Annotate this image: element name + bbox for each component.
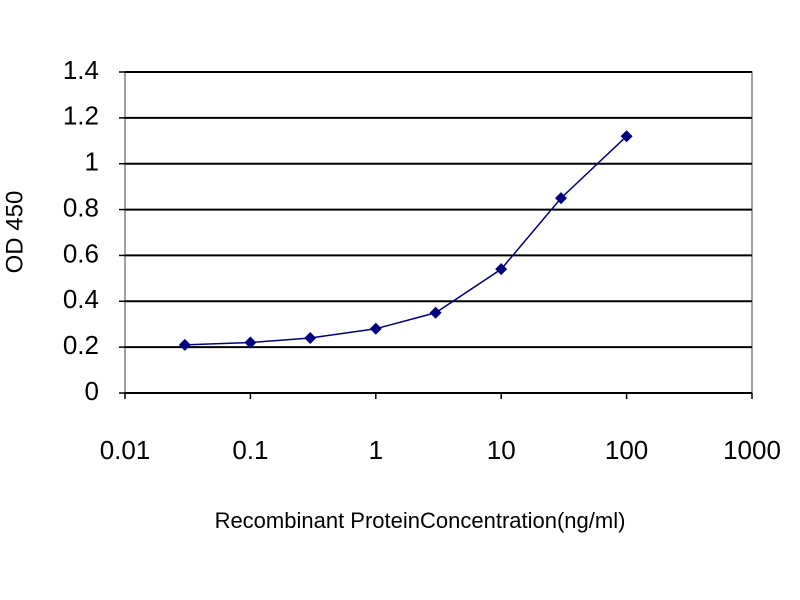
plot-area [124,71,753,394]
x-tick-label: 0.1 [232,435,268,465]
y-tick-label: 0.4 [63,284,99,314]
data-marker [495,263,508,276]
y-tick-label: 0.2 [63,330,99,360]
y-tick-label: 0 [85,376,99,406]
x-axis-label: Recombinant ProteinConcentration(ng/ml) [215,508,626,533]
data-marker [369,322,382,335]
data-marker [178,338,191,351]
y-tick-label: 1.2 [63,101,99,131]
y-tick-label: 0.6 [63,238,99,268]
x-tick-label: 1000 [723,435,781,465]
data-marker [620,130,633,143]
x-tick-label: 10 [487,435,516,465]
x-tick-label: 0.01 [100,435,151,465]
y-tick-label: 0.8 [63,192,99,222]
data-marker [244,336,257,349]
x-tick-label: 1 [369,435,383,465]
data-marker [304,331,317,344]
y-tick-label: 1 [85,147,99,177]
y-axis-label: OD 450 [1,191,28,274]
x-tick-label: 100 [605,435,648,465]
y-tick-label: 1.4 [63,55,99,85]
data-marker [429,306,442,319]
data-line [184,135,628,346]
data-marker [555,192,568,205]
